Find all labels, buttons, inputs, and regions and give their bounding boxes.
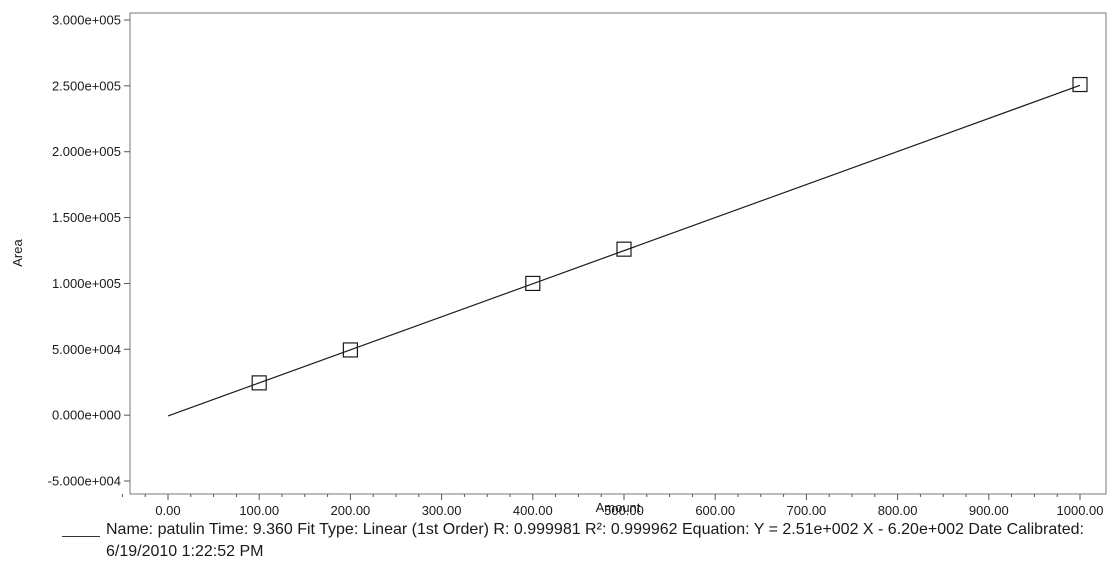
y-axis-title: Area: [10, 239, 25, 267]
data-point: [251, 375, 267, 391]
x-axis-title: Amount: [596, 500, 641, 515]
x-tick-label: 100.00: [239, 503, 279, 518]
x-tick-label: 900.00: [969, 503, 1009, 518]
x-tick-label: 700.00: [787, 503, 827, 518]
legend-line-swatch: [62, 536, 100, 537]
x-tick-label: 0.00: [155, 503, 180, 518]
y-axis-ticks: 3.000e+005 2.500e+005 2.000e+005 1.500e+005…: [48, 13, 130, 489]
x-axis-ticks: 0.00 100.00 200.00 300.00 400.00 500.00 600.00…: [121, 494, 1104, 518]
data-point: [342, 342, 358, 358]
y-tick-label: 2.000e+005: [52, 144, 121, 159]
y-tick-label: -5.000e+004: [48, 474, 121, 489]
y-tick-label: 2.500e+005: [52, 78, 121, 93]
x-tick-label: 800.00: [878, 503, 918, 518]
data-point: [1072, 76, 1088, 93]
y-tick-label: 1.500e+005: [52, 210, 121, 225]
y-tick-label: 5.000e+004: [52, 342, 121, 357]
data-point: [525, 275, 541, 292]
y-tick-label: 1.000e+005: [52, 276, 121, 291]
data-point: [616, 241, 632, 257]
plot-frame: [129, 12, 1107, 495]
legend-text: Name: patulin Time: 9.360 Fit Type: Line…: [106, 521, 1084, 560]
data-points: [251, 76, 1088, 391]
fit-line: [167, 84, 1081, 417]
y-tick-label: 0.000e+000: [52, 408, 121, 423]
x-tick-label: 400.00: [513, 503, 553, 518]
y-tick-label: 3.000e+005: [52, 13, 121, 28]
x-tick-label: 300.00: [422, 503, 462, 518]
x-tick-label: 200.00: [331, 503, 371, 518]
calibration-chart: 3.000e+005 2.500e+005 2.000e+005 1.500e+005…: [10, 12, 1107, 518]
x-tick-label: 600.00: [695, 503, 735, 518]
x-tick-label: 1000.00: [1057, 503, 1104, 518]
x-tick-label: 500.00: [604, 503, 644, 518]
